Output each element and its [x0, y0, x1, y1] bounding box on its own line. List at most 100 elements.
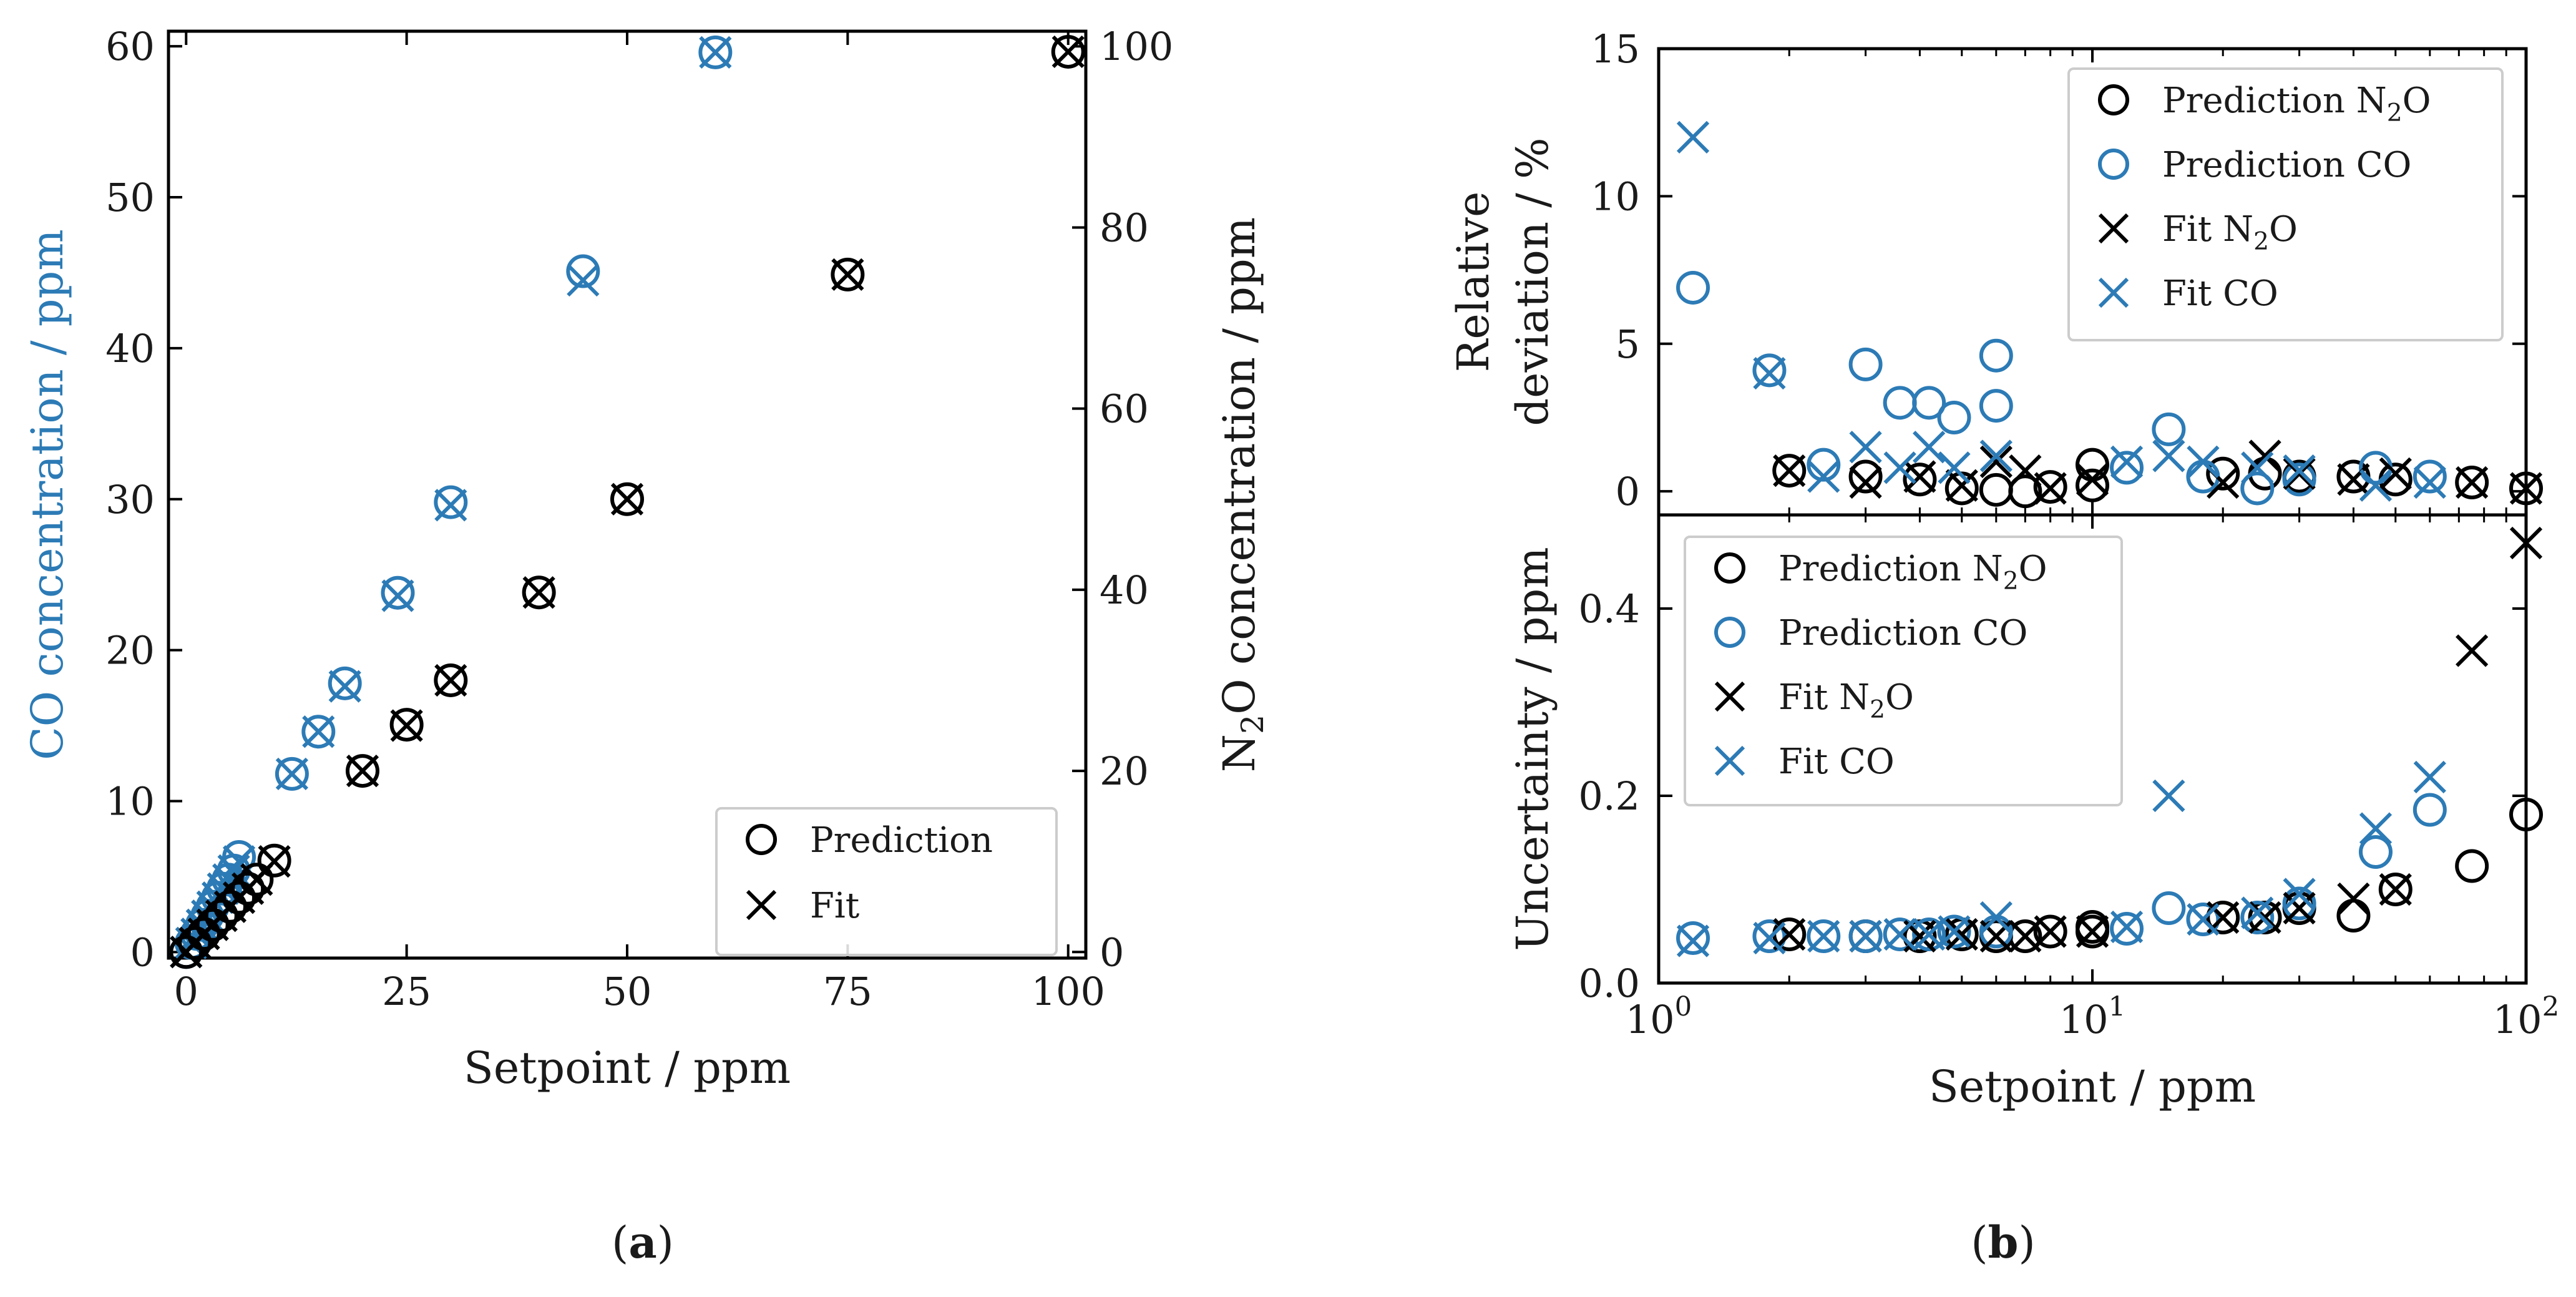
x-stroke — [1807, 919, 1840, 953]
x-stroke — [1849, 919, 1882, 953]
data-point — [1753, 356, 1786, 390]
data-point — [1903, 460, 1936, 493]
legend-marker-circle — [1714, 552, 1745, 584]
y-left-tick-label: 50 — [105, 175, 155, 220]
series-prediction-co — [1676, 793, 2447, 955]
y-tick-label: 0.0 — [1578, 961, 1640, 1006]
data-point — [2033, 914, 2067, 949]
data-point — [212, 863, 245, 896]
series-prediction-co — [1676, 270, 2447, 506]
y-right-tick-label: 100 — [1100, 24, 1173, 69]
data-point — [1945, 918, 1978, 951]
data-point — [1938, 915, 1971, 948]
data-point — [2283, 878, 2316, 911]
data-point — [2248, 901, 2281, 934]
x-stroke — [1979, 445, 2012, 479]
x-stroke — [2241, 451, 2274, 484]
data-point — [2358, 835, 2393, 869]
y-right-tick-label: 0 — [1100, 929, 1124, 975]
data-point — [1883, 386, 1917, 420]
x-tick-label: 101 — [2059, 991, 2126, 1042]
data-point — [222, 839, 256, 874]
legend-label: Prediction N2O — [2162, 81, 2431, 127]
data-point — [1913, 431, 1946, 464]
x-tick-label: 100 — [1626, 991, 1692, 1042]
y-axis-label-line: Relative — [1448, 192, 1499, 373]
data-point — [2033, 470, 2067, 504]
x-stroke — [2152, 439, 2185, 472]
x-stroke — [2283, 891, 2316, 925]
data-point — [1849, 919, 1882, 953]
x-stroke — [1773, 918, 1806, 951]
y-left-tick-label: 60 — [105, 24, 155, 69]
data-point — [328, 670, 361, 703]
legend-marker-x — [1714, 745, 1745, 776]
data-point — [207, 872, 240, 905]
data-point — [2337, 882, 2370, 916]
series-fit-co — [1676, 120, 2446, 502]
data-point — [1807, 448, 1841, 482]
data-point — [2455, 465, 2489, 499]
data-point — [1883, 918, 1916, 951]
x-stroke — [1849, 431, 1882, 464]
series-fit-n2o — [1773, 439, 2543, 505]
data-point — [2413, 760, 2446, 794]
x-stroke — [1938, 915, 1971, 948]
data-point — [217, 854, 250, 887]
y-left-tick-label: 20 — [105, 628, 155, 673]
x-stroke — [185, 908, 218, 941]
x-axis-label: Setpoint / ppm — [464, 1042, 791, 1094]
data-point — [1979, 901, 2012, 934]
data-point — [1773, 454, 1806, 487]
data-point — [1849, 431, 1882, 464]
data-point — [2110, 910, 2144, 944]
x-stroke — [1676, 924, 1710, 957]
x-stroke — [567, 263, 600, 297]
x-stroke — [2076, 915, 2109, 948]
data-point — [2413, 459, 2447, 494]
data-point — [434, 663, 467, 697]
x-stroke — [2187, 903, 2220, 936]
y-tick-label: 0 — [1616, 469, 1640, 514]
legend-label: Fit — [810, 886, 860, 926]
data-point — [434, 489, 467, 522]
data-point — [1051, 34, 1085, 69]
data-point — [2110, 912, 2144, 946]
data-point — [2509, 798, 2543, 831]
y-tick-label: 15 — [1591, 26, 1640, 72]
data-point — [1676, 270, 1710, 305]
legend-label: Prediction N2O — [1778, 549, 2047, 595]
series-prediction-n2o — [169, 34, 1085, 969]
data-point — [2379, 457, 2412, 490]
data-point — [2034, 472, 2067, 505]
x-tick-label: 0 — [174, 969, 198, 1014]
y-left-tick-label: 0 — [130, 929, 155, 975]
y-right-axis-label-group: N2O concentration / ppm — [1214, 217, 1271, 772]
legend-frame — [1684, 536, 2123, 806]
data-point — [2283, 457, 2316, 490]
data-point — [2152, 779, 2185, 813]
x-stroke — [2509, 526, 2543, 560]
legend-label: Prediction CO — [1778, 613, 2027, 653]
data-point — [2110, 451, 2144, 485]
data-point — [2413, 793, 2447, 827]
x-stroke — [2076, 463, 2109, 496]
data-point — [2009, 454, 2042, 487]
x-stroke — [1938, 451, 1971, 484]
x-stroke — [2152, 779, 2185, 813]
x-stroke — [1753, 356, 1786, 390]
data-point — [204, 899, 238, 933]
data-point — [2283, 891, 2316, 925]
x-stroke — [2456, 634, 2489, 667]
x-stroke — [2509, 472, 2543, 505]
x-stroke — [2241, 896, 2274, 929]
panel-a-caption: (a) — [612, 1216, 674, 1268]
data-point — [222, 881, 256, 915]
x-stroke — [2248, 901, 2281, 934]
data-point — [1772, 454, 1807, 488]
data-point — [1752, 353, 1787, 388]
legend-label: Fit N2O — [1778, 677, 1914, 724]
x-stroke — [207, 872, 240, 905]
legend-label: Fit CO — [2162, 273, 2278, 314]
data-point — [1848, 347, 1883, 381]
